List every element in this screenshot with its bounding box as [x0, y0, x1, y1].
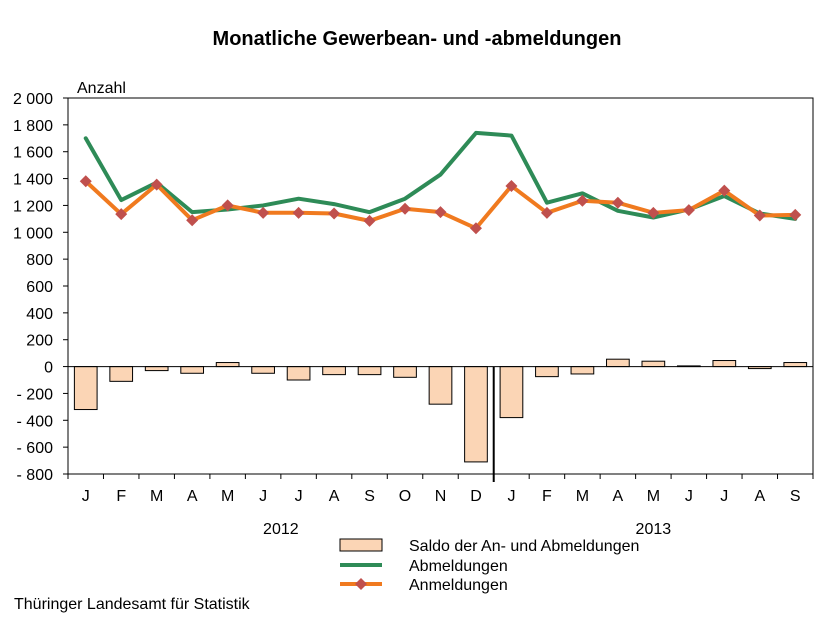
y-tick-label-10: 1 200 — [13, 198, 53, 215]
x-tick-label-16: M — [647, 488, 660, 505]
x-tick-label-5: J — [259, 488, 267, 505]
marker-anmeldungen-9 — [399, 202, 412, 215]
bar-saldo-18 — [712, 360, 737, 368]
x-tick-label-8: S — [364, 488, 375, 505]
x-tick-label-12: J — [507, 488, 515, 505]
bar-saldo-14 — [570, 366, 595, 375]
y-tick-label-8: 800 — [26, 252, 53, 269]
marker-anmeldungen-6 — [292, 206, 305, 219]
bar-saldo-3 — [180, 366, 205, 374]
bar-saldo-0 — [73, 366, 98, 411]
marker-anmeldungen-4 — [221, 199, 234, 212]
bar-saldo-11 — [464, 366, 488, 463]
marker-anmeldungen-18 — [718, 184, 731, 197]
marker-anmeldungen-8 — [363, 214, 376, 227]
y-axis-label: Anzahl — [77, 80, 126, 97]
legend-label-saldo: Saldo der An- und Abmeldungen — [409, 538, 639, 555]
marker-anmeldungen-16 — [647, 206, 660, 219]
marker-anmeldungen-17 — [682, 204, 695, 217]
year-label-2013: 2013 — [636, 521, 672, 538]
x-tick-label-14: M — [576, 488, 589, 505]
y-tick-label-13: 1 800 — [13, 118, 53, 135]
marker-anmeldungen-11 — [469, 222, 482, 235]
marker-anmeldungen-1 — [115, 208, 128, 221]
y-tick-label-4: 0 — [44, 360, 53, 377]
x-tick-label-2: M — [150, 488, 163, 505]
marker-anmeldungen-12 — [505, 179, 518, 192]
x-tick-label-15: A — [613, 488, 624, 505]
x-tick-label-6: J — [295, 488, 303, 505]
source-note: Thüringer Landesamt für Statistik — [14, 596, 251, 613]
markers-group — [79, 175, 802, 235]
y-tick-label-7: 600 — [26, 279, 53, 296]
bar-saldo-5 — [251, 366, 275, 374]
y-tick-label-1: - 600 — [17, 440, 54, 457]
marker-anmeldungen-5 — [257, 206, 270, 219]
chart-title: Monatliche Gewerbean- und -abmeldungen — [213, 28, 622, 50]
bar-saldo-2 — [144, 366, 169, 372]
bar-saldo-1 — [109, 366, 134, 382]
x-tick-label-13: F — [542, 488, 552, 505]
plot-frame — [67, 97, 814, 482]
bar-saldo-20 — [783, 362, 808, 368]
x-tick-label-0: J — [82, 488, 90, 505]
marker-anmeldungen-10 — [434, 206, 447, 219]
marker-anmeldungen-7 — [328, 207, 341, 220]
bar-saldo-15 — [606, 358, 630, 368]
x-tick-label-4: M — [221, 488, 234, 505]
bar-saldo-9 — [393, 366, 417, 378]
marker-anmeldungen-14 — [576, 194, 589, 207]
year-labels: 2012 2013 — [263, 521, 671, 538]
bar-saldo-7 — [322, 366, 346, 376]
marker-anmeldungen-13 — [540, 206, 553, 219]
y-tick-label-11: 1 400 — [13, 172, 53, 189]
legend-swatch-saldo — [339, 538, 383, 552]
legend: Saldo der An- und Abmeldungen Abmeldunge… — [339, 538, 639, 594]
y-tick-label-3: - 200 — [17, 386, 54, 403]
x-tick-label-19: A — [754, 488, 765, 505]
y-tick-label-0: - 800 — [17, 467, 54, 484]
year-label-2012: 2012 — [263, 521, 299, 538]
y-tick-label-12: 1 600 — [13, 145, 53, 162]
marker-anmeldungen-3 — [186, 214, 199, 227]
x-tick-label-3: A — [187, 488, 198, 505]
bar-saldo-4 — [215, 362, 240, 368]
marker-anmeldungen-20 — [789, 208, 802, 221]
x-tick-label-10: N — [435, 488, 447, 505]
x-tick-label-7: A — [329, 488, 340, 505]
legend-label-anmeldungen: Anmeldungen — [409, 577, 508, 594]
legend-marker-anmeldungen — [355, 578, 367, 590]
x-tick-label-1: F — [116, 488, 126, 505]
y-tick-label-5: 200 — [26, 333, 53, 350]
x-tick-label-18: J — [720, 488, 728, 505]
bar-saldo-6 — [286, 366, 311, 381]
x-tick-label-11: D — [470, 488, 482, 505]
bar-saldo-16 — [641, 360, 666, 368]
bar-saldo-10 — [428, 366, 453, 405]
bars-group — [73, 358, 808, 463]
bar-saldo-8 — [357, 366, 382, 376]
y-tick-label-9: 1 000 — [13, 225, 53, 242]
y-axis-ticks: - 800 - 600 - 400 - 200 0 200 400 600 800 1 000 1 … — [13, 91, 68, 484]
plot-border — [67, 97, 814, 475]
marker-anmeldungen-19 — [753, 209, 766, 222]
y-tick-label-14: 2 000 — [13, 91, 53, 108]
marker-anmeldungen-2 — [150, 178, 163, 191]
x-tick-label-20: S — [790, 488, 801, 505]
x-tick-label-17: J — [685, 488, 693, 505]
y-tick-label-6: 400 — [26, 306, 53, 323]
y-tick-label-2: - 400 — [17, 413, 54, 430]
marker-anmeldungen-15 — [611, 196, 624, 209]
x-tick-label-9: O — [399, 488, 411, 505]
legend-label-abmeldungen: Abmeldungen — [409, 558, 508, 575]
bar-saldo-13 — [535, 366, 559, 378]
bar-saldo-12 — [499, 366, 524, 419]
marker-anmeldungen-0 — [79, 175, 92, 188]
